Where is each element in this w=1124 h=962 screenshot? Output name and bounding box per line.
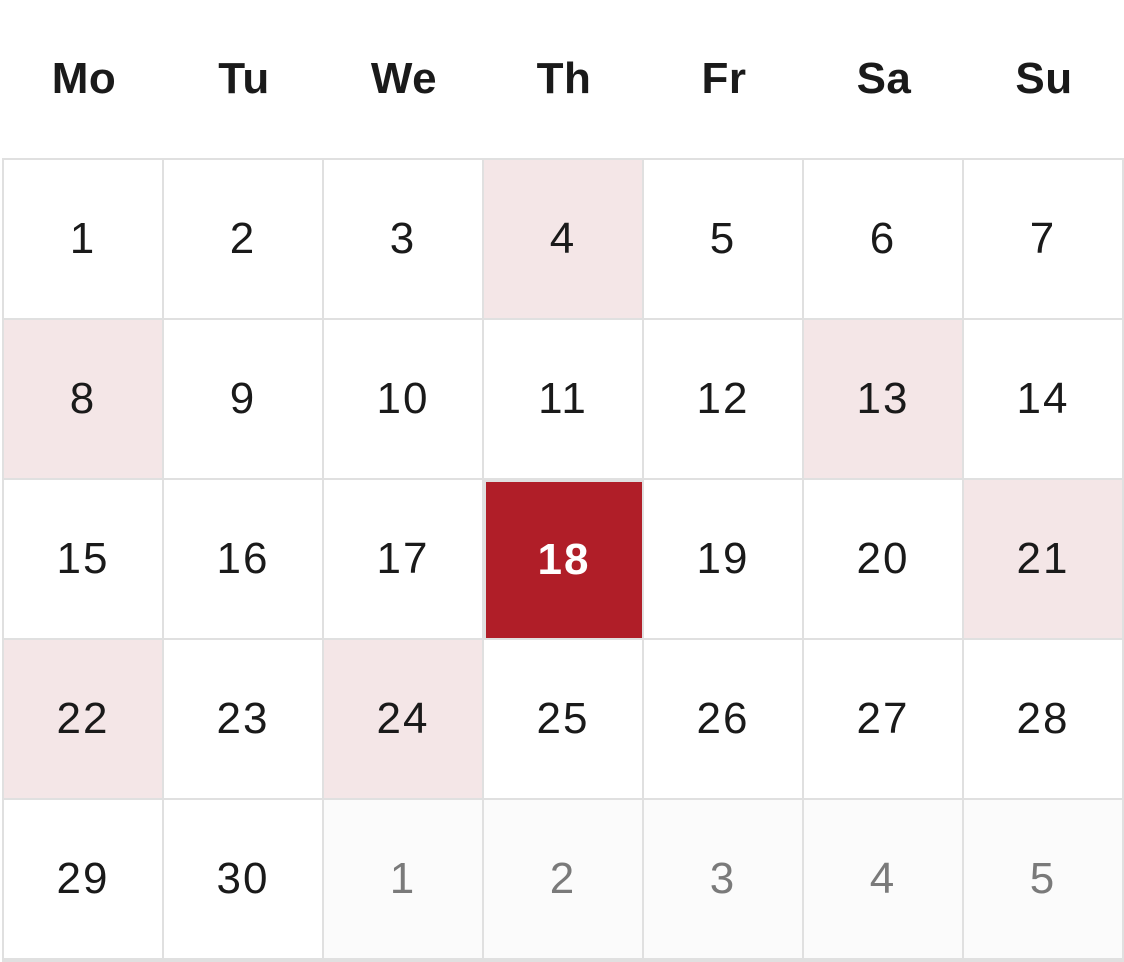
weekday-label-tu: Tu (218, 54, 270, 103)
weekday-label-sa: Sa (856, 54, 912, 103)
day-cell[interactable]: 1 (4, 160, 164, 320)
weekday-label-mo: Mo (51, 54, 117, 103)
day-cell-selected[interactable]: 18 (484, 480, 644, 640)
day-cell[interactable]: 3 (324, 160, 484, 320)
day-cell[interactable]: 28 (964, 640, 1124, 800)
day-cell-next-month[interactable]: 5 (964, 800, 1124, 960)
day-cell[interactable]: 26 (644, 640, 804, 800)
day-cell[interactable]: 7 (964, 160, 1124, 320)
day-cell[interactable]: 6 (804, 160, 964, 320)
day-cell-highlighted[interactable]: 8 (4, 320, 164, 480)
day-cell-next-month[interactable]: 3 (644, 800, 804, 960)
day-cell[interactable]: 19 (644, 480, 804, 640)
day-cell-highlighted[interactable]: 22 (4, 640, 164, 800)
weekday-label-we: We (370, 54, 438, 103)
day-cell[interactable]: 30 (164, 800, 324, 960)
day-cell-next-month[interactable]: 1 (324, 800, 484, 960)
day-cell-next-month[interactable]: 2 (484, 800, 644, 960)
day-cell[interactable]: 20 (804, 480, 964, 640)
day-cell[interactable]: 14 (964, 320, 1124, 480)
day-cell[interactable]: 27 (804, 640, 964, 800)
day-cell[interactable]: 29 (4, 800, 164, 960)
weekday-header: Mo Tu We Th Fr Sa Su (4, 0, 1124, 158)
weekday-label-su: Su (1015, 54, 1073, 103)
day-cell[interactable]: 5 (644, 160, 804, 320)
day-cell[interactable]: 25 (484, 640, 644, 800)
day-cell[interactable]: 17 (324, 480, 484, 640)
day-cell-highlighted[interactable]: 21 (964, 480, 1124, 640)
day-grid: 1 2 3 4 5 6 7 8 9 10 11 12 13 14 15 16 17 18 19 20 21 22 23 24 2… (2, 158, 1124, 962)
weekday-label-fr: Fr (701, 54, 747, 103)
day-cell[interactable]: 15 (4, 480, 164, 640)
day-cell-next-month[interactable]: 4 (804, 800, 964, 960)
day-cell-highlighted[interactable]: 24 (324, 640, 484, 800)
day-cell[interactable]: 12 (644, 320, 804, 480)
day-cell[interactable]: 9 (164, 320, 324, 480)
weekday-label-th: Th (536, 54, 592, 103)
day-cell-highlighted[interactable]: 13 (804, 320, 964, 480)
day-cell[interactable]: 10 (324, 320, 484, 480)
day-cell[interactable]: 23 (164, 640, 324, 800)
day-cell[interactable]: 11 (484, 320, 644, 480)
day-cell[interactable]: 16 (164, 480, 324, 640)
day-cell[interactable]: 2 (164, 160, 324, 320)
day-cell-highlighted[interactable]: 4 (484, 160, 644, 320)
